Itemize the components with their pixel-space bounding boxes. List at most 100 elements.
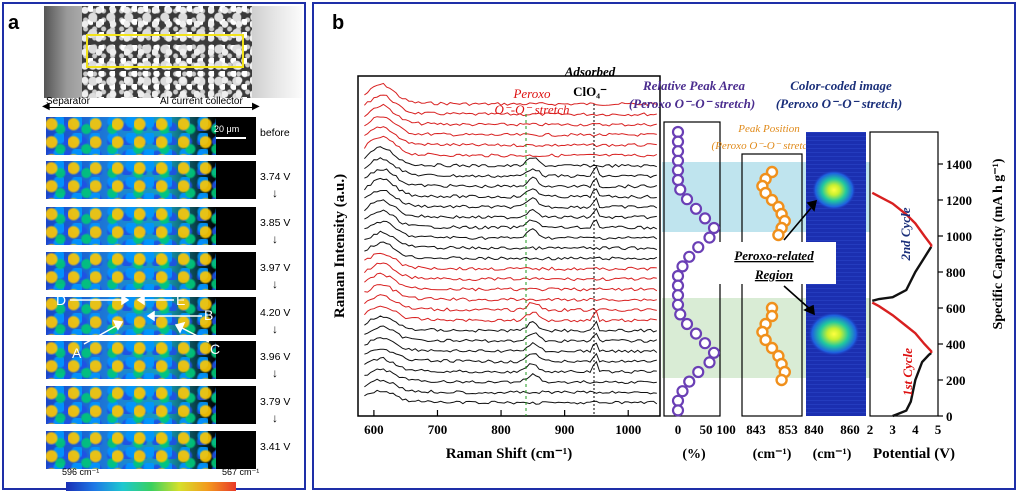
rel-area-point (707, 346, 721, 359)
step-arrow-2: ↓ (272, 232, 278, 246)
spectrum-line (364, 82, 657, 107)
scale-bar-label: 20 μm (214, 124, 240, 134)
peak-pos-unit: (cm⁻¹) (753, 447, 792, 462)
spectrum-line (364, 356, 657, 374)
potential-tick-label: 3 (889, 422, 896, 437)
spectrum-line (363, 177, 657, 199)
point-label-e: E (176, 292, 186, 308)
rel-area-point (671, 125, 685, 139)
rel-tick-50: 50 (700, 422, 713, 437)
spectrum-line (363, 135, 658, 158)
collector-label: Al current collector (160, 96, 243, 107)
capacity-tick-label: 200 (946, 373, 966, 388)
spectrum-line (364, 262, 657, 282)
spectrum-line (364, 94, 657, 117)
rel-area-point (671, 404, 685, 417)
raman-map-0 (46, 117, 256, 155)
x-tick-label: 1000 (615, 422, 641, 437)
step-arrow-6: ↓ (272, 411, 278, 425)
spectrum-line (364, 294, 657, 313)
spectra-group (363, 82, 658, 405)
point-label-b: B (204, 307, 214, 323)
peak-pos-point (775, 373, 788, 387)
step-arrow-1: ↓ (272, 186, 278, 200)
raman-map-1 (46, 161, 256, 199)
spectrum-line (364, 190, 658, 210)
rel-area-point (674, 308, 687, 321)
panel-b-label: b (332, 12, 345, 34)
color-image-hotspot-2 (812, 170, 856, 210)
separator-arrowhead: ◀ (42, 101, 50, 112)
rel-tick-0: 0 (675, 422, 682, 437)
spectrum-line (364, 103, 657, 127)
x-tick-label: 600 (364, 422, 384, 437)
capacity-tick-label: 1000 (946, 229, 972, 244)
raman-map-field (46, 341, 216, 379)
colorbar-right-label: 567 cm⁻¹ (222, 467, 260, 477)
rel-area-point (671, 173, 685, 187)
pos-tick-853: 853 (778, 422, 798, 437)
peak-pos-title-1: Peak Position (737, 123, 800, 135)
spectrum-line (364, 241, 658, 261)
spectrum-line (364, 146, 657, 168)
spectrum-line (364, 325, 658, 343)
step-arrow-5: ↓ (272, 366, 278, 380)
spectrum-line (364, 199, 657, 220)
rel-area-point (676, 385, 689, 398)
spectrum-line (364, 389, 658, 405)
capacity-y-ticks: 0 200 400 600 800 1000 1200 1400 (938, 157, 972, 424)
rel-area-unit: (%) (682, 447, 706, 462)
sem-separator-region (44, 6, 82, 98)
collector-arrowhead: ▶ (252, 101, 260, 112)
raman-map-field (46, 117, 216, 155)
peroxo-label-2: O⁻-O⁻ stretch (495, 102, 570, 117)
panel-b-chart: 600 700 800 900 1000 Raman Intensity (a.u.) … (332, 64, 1006, 462)
point-arrows (70, 294, 210, 345)
rel-area-point (680, 193, 694, 206)
capacity-charge-line (871, 246, 933, 302)
spectrum-line (364, 378, 657, 395)
rel-tick-100: 100 (716, 422, 736, 437)
rel-area-points (671, 125, 721, 417)
spectrum-line (364, 348, 657, 364)
peroxo-label-1: Peroxo (512, 86, 551, 101)
potential-tick-label: 2 (867, 422, 874, 437)
x-tick-label: 700 (428, 422, 448, 437)
spectrum-line (364, 272, 658, 292)
rel-area-point (674, 183, 687, 196)
x-tick-label: 900 (555, 422, 575, 437)
spectrum-line (364, 284, 657, 302)
rel-area-point (692, 241, 705, 254)
spectrum-line (364, 337, 658, 354)
sem-current-collector-region (252, 6, 302, 98)
peak-pos-title-2: (Peroxo O⁻-O⁻ stretch) (712, 140, 817, 152)
spectrum-line (364, 230, 657, 251)
rel-area-point (671, 164, 685, 177)
color-image-hotspot-1 (808, 312, 860, 356)
peak-pos-points (756, 165, 791, 387)
spectrum-line (364, 157, 657, 179)
capacity-tick-label: 1200 (946, 193, 972, 208)
rel-area-point (676, 260, 689, 273)
step-arrow-3: ↓ (272, 277, 278, 291)
capacity-tick-label: 600 (946, 301, 966, 316)
point-label-a: A (72, 345, 82, 361)
rel-area-point (671, 145, 685, 158)
raman-map-field (46, 252, 216, 290)
color-image-unit: (cm⁻¹) (813, 447, 852, 462)
color-image-title-2: (Peroxo O⁻-O⁻ stretch) (776, 96, 902, 111)
rel-area-point (698, 212, 712, 225)
rel-area-point (683, 375, 696, 388)
capacity-curves (871, 191, 933, 418)
rel-area-point (680, 317, 694, 331)
peak-pos-point (765, 341, 779, 355)
peak-pos-ticks: 843 853 (746, 422, 798, 437)
rel-area-point (692, 365, 705, 379)
separator-arrow (46, 107, 104, 108)
separator-label: Separator (46, 96, 90, 107)
rel-area-point (703, 356, 716, 369)
capacity-tick-label: 0 (946, 409, 953, 424)
step-voltage-4: 4.20 V (260, 307, 291, 319)
spectrum-line (364, 315, 657, 333)
rel-area-point (671, 298, 685, 311)
